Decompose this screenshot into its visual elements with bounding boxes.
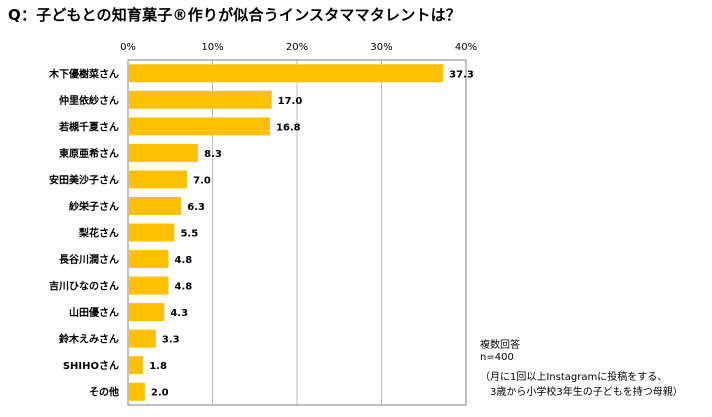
data-label: 4.8 (175, 282, 193, 293)
category-label: 長谷川潤さん (59, 253, 119, 266)
bar (129, 90, 272, 109)
category-label: 紗栄子さん (69, 200, 119, 213)
category-label: 仲里依紗さん (59, 94, 119, 107)
data-label: 7.0 (193, 175, 211, 186)
bar (129, 329, 156, 348)
chart-title: Q：子どもとの知育菓子®作りが似合うインスタママタレントは？ (8, 6, 462, 24)
bar (129, 382, 145, 401)
bar (129, 64, 444, 83)
note-multiple-answer: 複数回答 (480, 340, 520, 351)
note-respondent-profile: 3歳から小学校3年生の子どもを持つ母親） (490, 387, 683, 398)
category-label: 木下優樹菜さん (48, 67, 119, 80)
bar (129, 276, 169, 295)
x-tick-label: 30% (370, 42, 392, 53)
x-tick-label: 40% (455, 42, 477, 53)
data-label: 2.0 (151, 388, 169, 399)
x-tick-label: 20% (286, 42, 308, 53)
grid-layer (127, 59, 467, 406)
bar (129, 356, 144, 375)
bar (129, 223, 175, 242)
category-label: 東原亜希さん (59, 147, 119, 160)
plot-area-border (127, 59, 467, 406)
data-label: 37.3 (449, 69, 474, 80)
data-label: 1.8 (149, 361, 167, 372)
category-label: 吉川ひなのさん (49, 280, 119, 293)
x-tick-label: 0% (120, 42, 136, 53)
bar-layer (129, 64, 444, 401)
data-label: 5.5 (180, 229, 198, 240)
bar (129, 170, 188, 189)
category-label: 梨花さん (78, 227, 119, 240)
category-label: SHIHOさん (63, 360, 119, 372)
bar (129, 117, 270, 136)
category-label: 若槻千夏さん (58, 120, 119, 133)
bar (129, 303, 165, 322)
label-layer: 0% 10% 20% 30% 40% 木下優樹菜さん 37.3 仲里依紗さん 17.0 若槻千夏さ… (48, 42, 477, 399)
bar (129, 143, 199, 162)
bar (129, 196, 182, 215)
x-tick-label: 10% (201, 42, 223, 53)
data-label: 4.8 (175, 255, 193, 266)
data-label: 16.8 (276, 122, 301, 133)
category-label: 安田美沙子さん (49, 173, 119, 186)
note-sample-size: n=400 (480, 352, 514, 363)
data-label: 6.3 (187, 202, 205, 213)
data-label: 8.3 (204, 149, 222, 160)
category-label: 鈴木えみさん (59, 333, 119, 346)
bar (129, 250, 169, 269)
category-label: その他 (89, 386, 119, 399)
data-label: 17.0 (278, 96, 303, 107)
category-label: 山田優さん (69, 306, 119, 319)
data-label: 4.3 (170, 308, 188, 319)
data-label: 3.3 (162, 335, 180, 346)
note-respondent-condition: （月に1回以上Instagramに投稿をする、 (480, 372, 668, 383)
